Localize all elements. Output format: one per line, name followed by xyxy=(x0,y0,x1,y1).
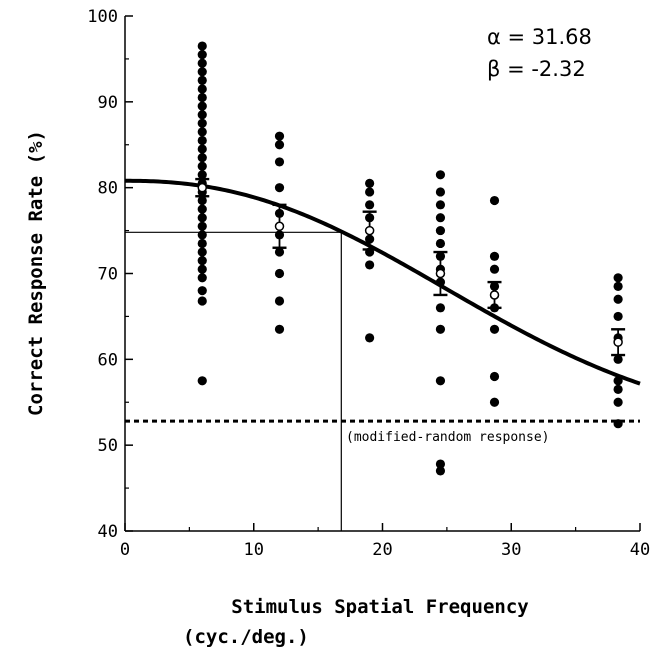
observation-point xyxy=(197,247,207,257)
observation-point xyxy=(489,397,500,407)
observation-point xyxy=(489,251,500,261)
observation-point xyxy=(197,101,207,111)
x-tick-label: 30 xyxy=(501,540,521,560)
observation-point xyxy=(197,50,207,60)
observation-point xyxy=(197,58,207,68)
observation-point xyxy=(489,264,500,274)
observation-point xyxy=(197,127,207,137)
x-tick-label: 0 xyxy=(120,540,130,560)
y-tick-label: 50 xyxy=(98,436,118,456)
observation-point xyxy=(197,161,207,171)
observation-point xyxy=(435,200,446,210)
observation-point xyxy=(197,286,207,296)
y-axis-title: Correct Response Rate (%) xyxy=(25,130,47,416)
mean-point xyxy=(364,225,375,236)
observation-point xyxy=(274,140,285,150)
observation-point xyxy=(613,397,623,407)
observation-point xyxy=(197,110,207,120)
observation-point xyxy=(435,170,446,180)
fitted-curve xyxy=(125,178,641,386)
observation-point xyxy=(274,157,285,167)
observation-point xyxy=(613,354,623,364)
observation-point xyxy=(365,178,375,188)
observation-point xyxy=(197,170,207,180)
y-tick-label: 40 xyxy=(98,522,118,542)
observation-point xyxy=(365,260,375,270)
random-response-label: (modified-random response) xyxy=(346,430,550,445)
observation-point xyxy=(365,187,375,197)
observation-point xyxy=(197,118,207,128)
observation-point xyxy=(365,200,375,210)
mean-point xyxy=(274,221,285,232)
observation-point xyxy=(613,273,623,283)
y-tick-label: 90 xyxy=(98,93,118,113)
observation-point xyxy=(197,296,207,306)
observation-point xyxy=(197,213,207,223)
observation-point xyxy=(274,296,285,306)
observation-point xyxy=(613,419,623,429)
observation-point xyxy=(197,238,207,249)
alpha-parameter: α = 31.68 xyxy=(487,25,592,49)
observation-point xyxy=(274,183,285,193)
observation-point xyxy=(197,264,207,274)
observation-point xyxy=(274,268,285,279)
observation-point xyxy=(197,204,207,214)
observation-point xyxy=(489,195,500,206)
axes: 0 10 20 30 40 40 50 60 70 80 90 100 xyxy=(87,7,650,560)
x-tick-label: 10 xyxy=(244,540,264,560)
observation-point xyxy=(197,230,207,240)
observation-point xyxy=(197,273,207,283)
observation-point xyxy=(274,324,285,334)
observation-point xyxy=(365,333,375,343)
observation-point xyxy=(435,466,446,476)
y-tick-label: 70 xyxy=(98,265,118,285)
observation-point xyxy=(197,75,207,85)
observation-point xyxy=(613,294,623,304)
observation-point xyxy=(197,92,207,103)
observation-point xyxy=(274,247,285,257)
mean-point xyxy=(435,268,446,279)
mean-point xyxy=(613,337,623,347)
observation-point xyxy=(435,324,446,334)
observation-point xyxy=(435,376,446,386)
observation-point xyxy=(274,131,285,141)
observation-point xyxy=(613,384,623,394)
y-tick-label: 100 xyxy=(87,7,118,27)
x-axis-title-line2: (cyc./deg.) xyxy=(183,626,309,648)
observation-point xyxy=(197,195,207,206)
observation-point xyxy=(435,225,446,236)
observation-point xyxy=(197,84,207,94)
observation-point xyxy=(435,459,446,469)
observation-point xyxy=(435,213,446,223)
observation-point xyxy=(197,144,207,154)
x-tick-label: 40 xyxy=(630,540,650,560)
observation-point xyxy=(435,187,446,197)
mean-point xyxy=(489,290,500,300)
observation-point xyxy=(489,371,500,382)
observation-point xyxy=(197,135,207,146)
mean-point xyxy=(197,182,207,193)
observation-point xyxy=(613,281,623,291)
observation-point xyxy=(197,376,207,386)
x-tick-label: 20 xyxy=(372,540,392,560)
observation-point xyxy=(489,324,500,334)
beta-parameter: β = -2.32 xyxy=(487,57,586,81)
observation-point xyxy=(435,303,446,313)
observation-point xyxy=(197,41,207,51)
x-axis-title-line1: Stimulus Spatial Frequency xyxy=(231,596,528,618)
observation-point xyxy=(197,221,207,231)
observation-point xyxy=(197,153,207,163)
y-tick-label: 60 xyxy=(98,350,118,370)
observation-point xyxy=(613,311,623,322)
observation-point xyxy=(197,256,207,266)
y-tick-label: 80 xyxy=(98,179,118,199)
observation-point xyxy=(197,67,207,77)
plot-area xyxy=(125,41,641,531)
observation-point xyxy=(435,238,446,249)
